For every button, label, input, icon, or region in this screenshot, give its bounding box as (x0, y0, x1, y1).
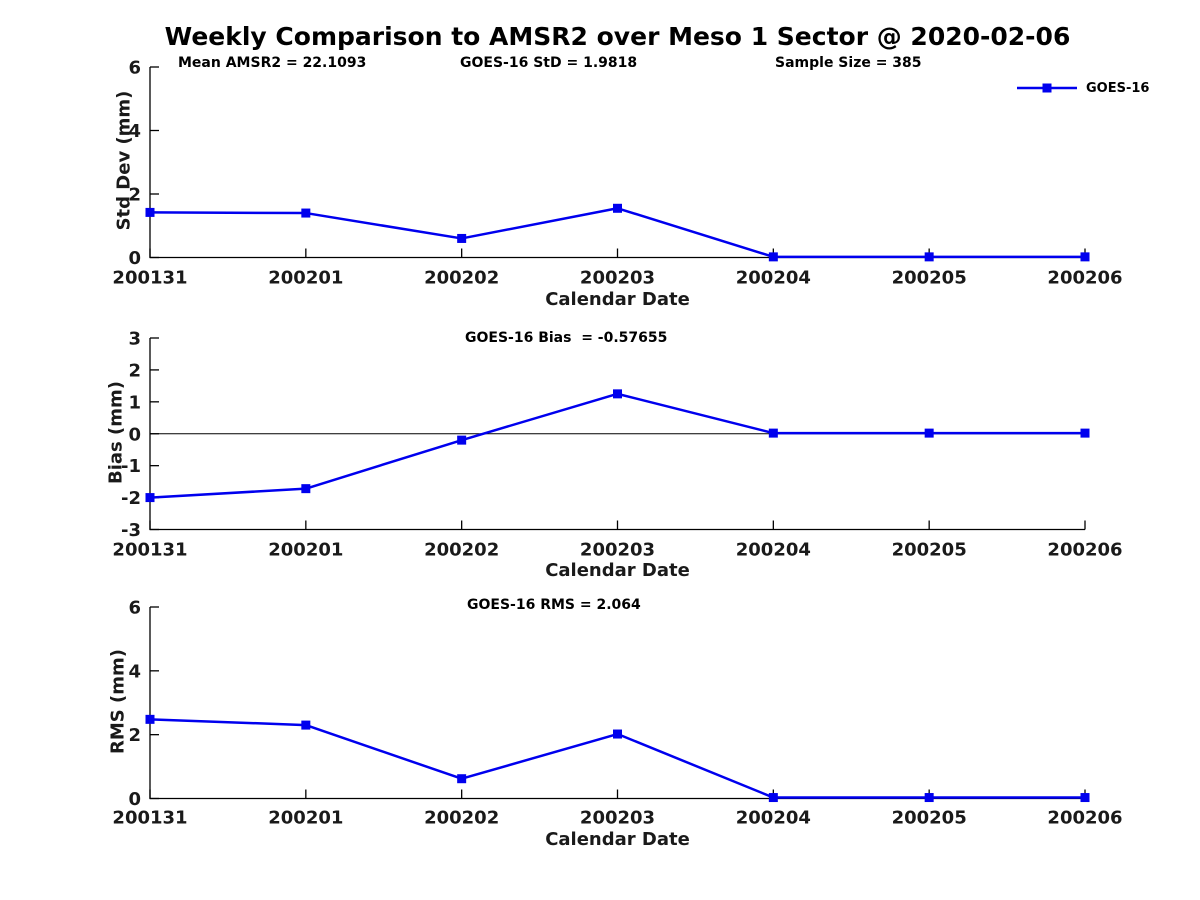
data-point-marker (1080, 793, 1090, 803)
x-tick-label: 200203 (580, 808, 655, 829)
ylabel-rms: RMS (mm) (107, 649, 129, 754)
data-point-marker (145, 207, 155, 217)
figure-title: Weekly Comparison to AMSR2 over Meso 1 S… (164, 22, 1071, 51)
y-tick-label: 3 (128, 329, 141, 350)
y-tick-label: -3 (121, 520, 141, 541)
x-tick-label: 200202 (424, 540, 499, 561)
data-point-marker (145, 493, 155, 503)
data-point-marker (457, 233, 467, 243)
y-tick-label: 2 (128, 360, 141, 381)
data-point-marker (768, 252, 778, 262)
x-tick-label: 200201 (268, 808, 343, 829)
legend: GOES-16 (1016, 79, 1149, 97)
y-tick-label: 4 (128, 121, 141, 142)
y-tick-label: 2 (128, 185, 141, 206)
data-point-marker (301, 720, 311, 730)
xlabel-rms: Calendar Date (545, 829, 690, 850)
y-tick-label: 1 (128, 392, 141, 413)
data-point-marker (301, 208, 311, 218)
x-tick-label: 200205 (892, 268, 967, 289)
x-tick-label: 200202 (424, 808, 499, 829)
x-tick-label: 200204 (736, 540, 811, 561)
y-tick-label: 6 (128, 58, 141, 79)
ylabel-bias: Bias (mm) (105, 381, 127, 484)
data-point-marker (1080, 428, 1090, 438)
data-point-marker (613, 389, 622, 399)
x-tick-label: 200131 (112, 540, 187, 561)
x-tick-label: 200203 (580, 540, 655, 561)
x-tick-label: 200204 (736, 268, 811, 289)
x-tick-label: 200204 (736, 808, 811, 829)
annotation-goes16-rms: GOES-16 RMS = 2.064 (467, 597, 641, 613)
y-tick-label: 4 (128, 661, 141, 682)
x-tick-label: 200206 (1047, 540, 1122, 561)
annotation-goes16-std: GOES-16 StD = 1.9818 (460, 55, 638, 71)
data-point-marker (768, 428, 778, 438)
axis-spines (149, 607, 1085, 800)
legend-marker-icon (1042, 83, 1052, 93)
x-tick-label: 200201 (268, 540, 343, 561)
data-point-marker (924, 428, 934, 438)
x-tick-label: 200201 (268, 268, 343, 289)
data-point-marker (613, 203, 622, 213)
legend-label: GOES-16 (1086, 80, 1150, 96)
x-tick-label: 200206 (1047, 268, 1122, 289)
axis-spines (149, 67, 1085, 259)
data-point-marker (613, 729, 622, 739)
data-point-marker (768, 793, 778, 803)
data-point-marker (924, 252, 934, 262)
bias-line (148, 392, 1087, 499)
xlabel-stddev: Calendar Date (545, 289, 690, 310)
y-tick-label: 2 (128, 725, 141, 746)
x-tick-label: 200203 (580, 268, 655, 289)
x-tick-label: 200206 (1047, 808, 1122, 829)
y-tick-label: -2 (121, 488, 141, 509)
y-tick-label: 0 (128, 424, 141, 445)
y-tick-label: -1 (121, 456, 141, 477)
annotation-goes16-bias: GOES-16 Bias = -0.57655 (465, 330, 668, 346)
data-point-marker (301, 484, 311, 494)
data-point-marker (145, 714, 155, 724)
data-point-marker (1080, 252, 1090, 262)
ylabel-stddev: Std Dev (mm) (113, 90, 135, 231)
data-point-marker (457, 435, 467, 445)
annotation-sample-size: Sample Size = 385 (775, 55, 922, 71)
y-tick-label: 0 (128, 248, 141, 269)
legend-line-sample (1017, 83, 1077, 93)
x-tick-label: 200205 (892, 540, 967, 561)
xlabel-bias: Calendar Date (545, 560, 690, 581)
x-tick-label: 200205 (892, 808, 967, 829)
data-point-marker (457, 774, 467, 784)
x-tick-label: 200131 (112, 808, 187, 829)
annotation-mean-amsr2: Mean AMSR2 = 22.1093 (178, 55, 367, 71)
stddev-subplot: 0 2 4 6 200131 200201 200202 200203 200204 200205… (112, 58, 1122, 289)
y-tick-label: 0 (128, 789, 141, 810)
x-tick-label: 200202 (424, 268, 499, 289)
data-point-marker (924, 793, 934, 803)
rms-subplot: 0 2 4 6 200131 200201 200202 200203 200204 200205… (112, 598, 1122, 829)
x-tick-label: 200131 (112, 268, 187, 289)
y-tick-label: 6 (128, 598, 141, 619)
